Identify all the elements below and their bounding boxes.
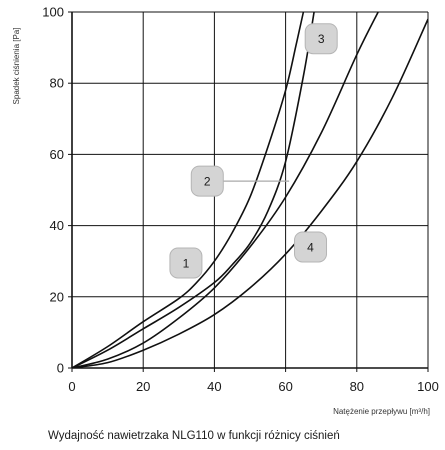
y-tick-label-80: 80: [50, 76, 64, 91]
y-tick-label-40: 40: [50, 218, 64, 233]
x-tick-label-80: 80: [350, 379, 364, 394]
y-tick-label-0: 0: [57, 361, 64, 376]
x-ticks: 0 20 40 60 80 100: [68, 368, 439, 394]
x-tick-label-100: 100: [417, 379, 439, 394]
y-tick-label-100: 100: [42, 5, 64, 20]
series-badge-label-2: 2: [204, 175, 211, 189]
y-tick-label-20: 20: [50, 289, 64, 304]
chart-caption: Wydajność nawietrzaka NLG110 w funkcji r…: [48, 430, 340, 442]
x-tick-label-40: 40: [207, 379, 221, 394]
series-line-3: [72, 11, 379, 368]
x-tick-label-20: 20: [136, 379, 150, 394]
x-axis-label: Natężenie przepływu [m³/h]: [333, 407, 430, 416]
series-badge-1: [169, 247, 203, 279]
series-badges: 1 2 3 4: [169, 23, 338, 279]
series-badge-4: [294, 231, 328, 263]
series-badge-label-3: 3: [318, 32, 325, 46]
y-tick-label-60: 60: [50, 147, 64, 162]
y-ticks: 0 20 40 60 80 100: [42, 5, 72, 376]
series-line-4: [72, 18, 428, 368]
series-badge-3: [304, 23, 338, 55]
series-badge-label-1: 1: [183, 256, 190, 270]
y-axis-label: Spadek ciśnienia [Pa]: [12, 28, 21, 105]
series-badge-label-4: 4: [307, 240, 314, 254]
x-tick-label-0: 0: [68, 379, 75, 394]
series-line-1: [72, 11, 305, 368]
series-badge-2: [190, 165, 224, 197]
grid: [71, 11, 429, 369]
series-lines: [72, 11, 428, 368]
x-tick-label-60: 60: [278, 379, 292, 394]
series-line-2: [72, 11, 315, 368]
